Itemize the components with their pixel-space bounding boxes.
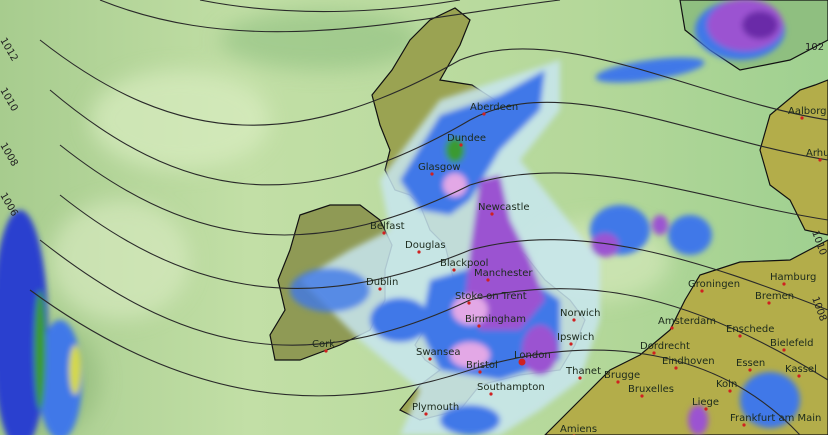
city-label: Southampton	[477, 382, 545, 393]
city-marker	[569, 342, 573, 346]
city-marker	[767, 301, 771, 305]
city-marker	[428, 357, 432, 361]
city-marker	[490, 212, 494, 216]
city-label: Hamburg	[770, 272, 816, 283]
city-label: Ipswich	[557, 332, 594, 343]
city-label: Enschede	[726, 324, 774, 335]
city-label: Plymouth	[412, 402, 459, 413]
city-label: Aalborg	[788, 106, 827, 117]
city-label: Belfast	[370, 221, 405, 232]
city-marker	[640, 394, 644, 398]
city-marker	[378, 287, 382, 291]
city-label: Thanet	[565, 366, 601, 377]
city-label: Bremen	[755, 291, 794, 302]
city-label: Newcastle	[478, 202, 530, 213]
city-labels: Aberdeen Dundee Glasgow Newcastle BelfastDou…	[312, 102, 828, 435]
city-label: Dublin	[366, 277, 398, 288]
city-label: Glasgow	[418, 162, 461, 173]
city-label: Amiens	[560, 424, 597, 435]
city-marker	[670, 326, 674, 330]
city-marker	[477, 324, 481, 328]
city-marker	[818, 158, 822, 162]
city-marker	[452, 268, 456, 272]
city-marker	[748, 368, 752, 372]
city-label: Norwich	[560, 308, 601, 319]
city-label: Dundee	[447, 133, 486, 144]
city-marker	[467, 301, 471, 305]
city-marker	[459, 143, 463, 147]
city-marker	[742, 423, 746, 427]
city-marker	[782, 348, 786, 352]
city-label: Blackpool	[440, 258, 488, 269]
city-label: Arhus	[806, 148, 828, 159]
city-label: Brugge	[604, 370, 640, 381]
city-label: Bristol	[466, 360, 498, 371]
city-marker	[424, 412, 428, 416]
city-label: London	[514, 350, 551, 361]
denmark	[759, 79, 828, 236]
city-marker	[704, 407, 708, 411]
city-marker	[572, 318, 576, 322]
city-label: Frankfurt am Main	[730, 413, 821, 424]
city-label: Amsterdam	[658, 316, 716, 327]
city-marker	[700, 289, 704, 293]
city-marker	[652, 351, 656, 355]
city-marker	[728, 389, 732, 393]
city-label: Groningen	[688, 279, 740, 290]
city-label: Manchester	[474, 268, 533, 279]
city-marker	[430, 172, 434, 176]
city-label: Liege	[692, 397, 719, 408]
city-marker	[578, 376, 582, 380]
isobar-label: 102	[805, 42, 824, 53]
city-label: Essen	[736, 358, 765, 369]
city-marker	[417, 250, 421, 254]
city-marker	[324, 349, 328, 353]
city-label: Birmingham	[465, 314, 526, 325]
city-label: Bruxelles	[628, 384, 674, 395]
city-marker	[797, 374, 801, 378]
city-marker	[518, 358, 526, 366]
city-label: Kassel	[785, 364, 817, 375]
city-label: Stoke on Trent	[455, 291, 527, 302]
city-label: Swansea	[416, 347, 460, 358]
city-marker	[738, 334, 742, 338]
city-marker	[674, 366, 678, 370]
city-marker	[800, 116, 804, 120]
isobars	[29, 0, 828, 435]
city-marker	[478, 370, 482, 374]
city-label: Bielefeld	[770, 338, 814, 349]
city-label: Aberdeen	[470, 102, 518, 113]
city-label: Eindhoven	[662, 356, 715, 367]
city-label: Douglas	[405, 240, 446, 251]
city-label: Cork	[312, 339, 335, 350]
city-label: Dordrecht	[640, 341, 690, 352]
city-marker	[382, 231, 386, 235]
city-marker	[782, 282, 786, 286]
city-marker	[616, 380, 620, 384]
city-marker	[482, 112, 486, 116]
city-marker	[486, 278, 490, 282]
city-label: Koln	[716, 379, 737, 390]
city-marker	[489, 392, 493, 396]
